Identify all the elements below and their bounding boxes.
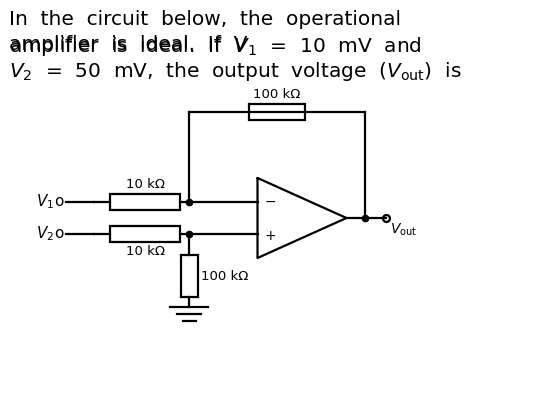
Text: $V_2$  =  50  mV,  the  output  voltage  ($V_\mathrm{out}$)  is: $V_2$ = 50 mV, the output voltage ($V_\m… — [9, 60, 462, 83]
Text: $V_1$: $V_1$ — [36, 193, 54, 211]
Text: 100 kΩ: 100 kΩ — [201, 270, 249, 283]
Text: $V_2$: $V_2$ — [36, 224, 54, 243]
Text: −: − — [264, 195, 276, 209]
Bar — [110, 194, 180, 210]
Text: In  the  circuit  below,  the  operational: In the circuit below, the operational — [9, 10, 401, 29]
Text: +: + — [264, 229, 276, 243]
Text: $V_\mathrm{out}$: $V_\mathrm{out}$ — [390, 222, 417, 239]
Bar — [110, 226, 180, 242]
Bar — [181, 255, 198, 297]
Text: amplifier  is  ideal.  If  $V_1$  =  10  mV  and: amplifier is ideal. If $V_1$ = 10 mV and — [9, 35, 422, 58]
Text: 10 kΩ: 10 kΩ — [126, 178, 165, 191]
Text: 10 kΩ: 10 kΩ — [126, 245, 165, 258]
Text: o: o — [54, 226, 64, 241]
Text: amplifier  is  ideal.  If  V: amplifier is ideal. If V — [9, 35, 248, 54]
Text: 100 kΩ: 100 kΩ — [254, 88, 301, 101]
Text: amplifier  is  ideal.  If  V: amplifier is ideal. If V — [9, 35, 248, 54]
Text: o: o — [54, 195, 64, 210]
Bar — [249, 104, 305, 120]
